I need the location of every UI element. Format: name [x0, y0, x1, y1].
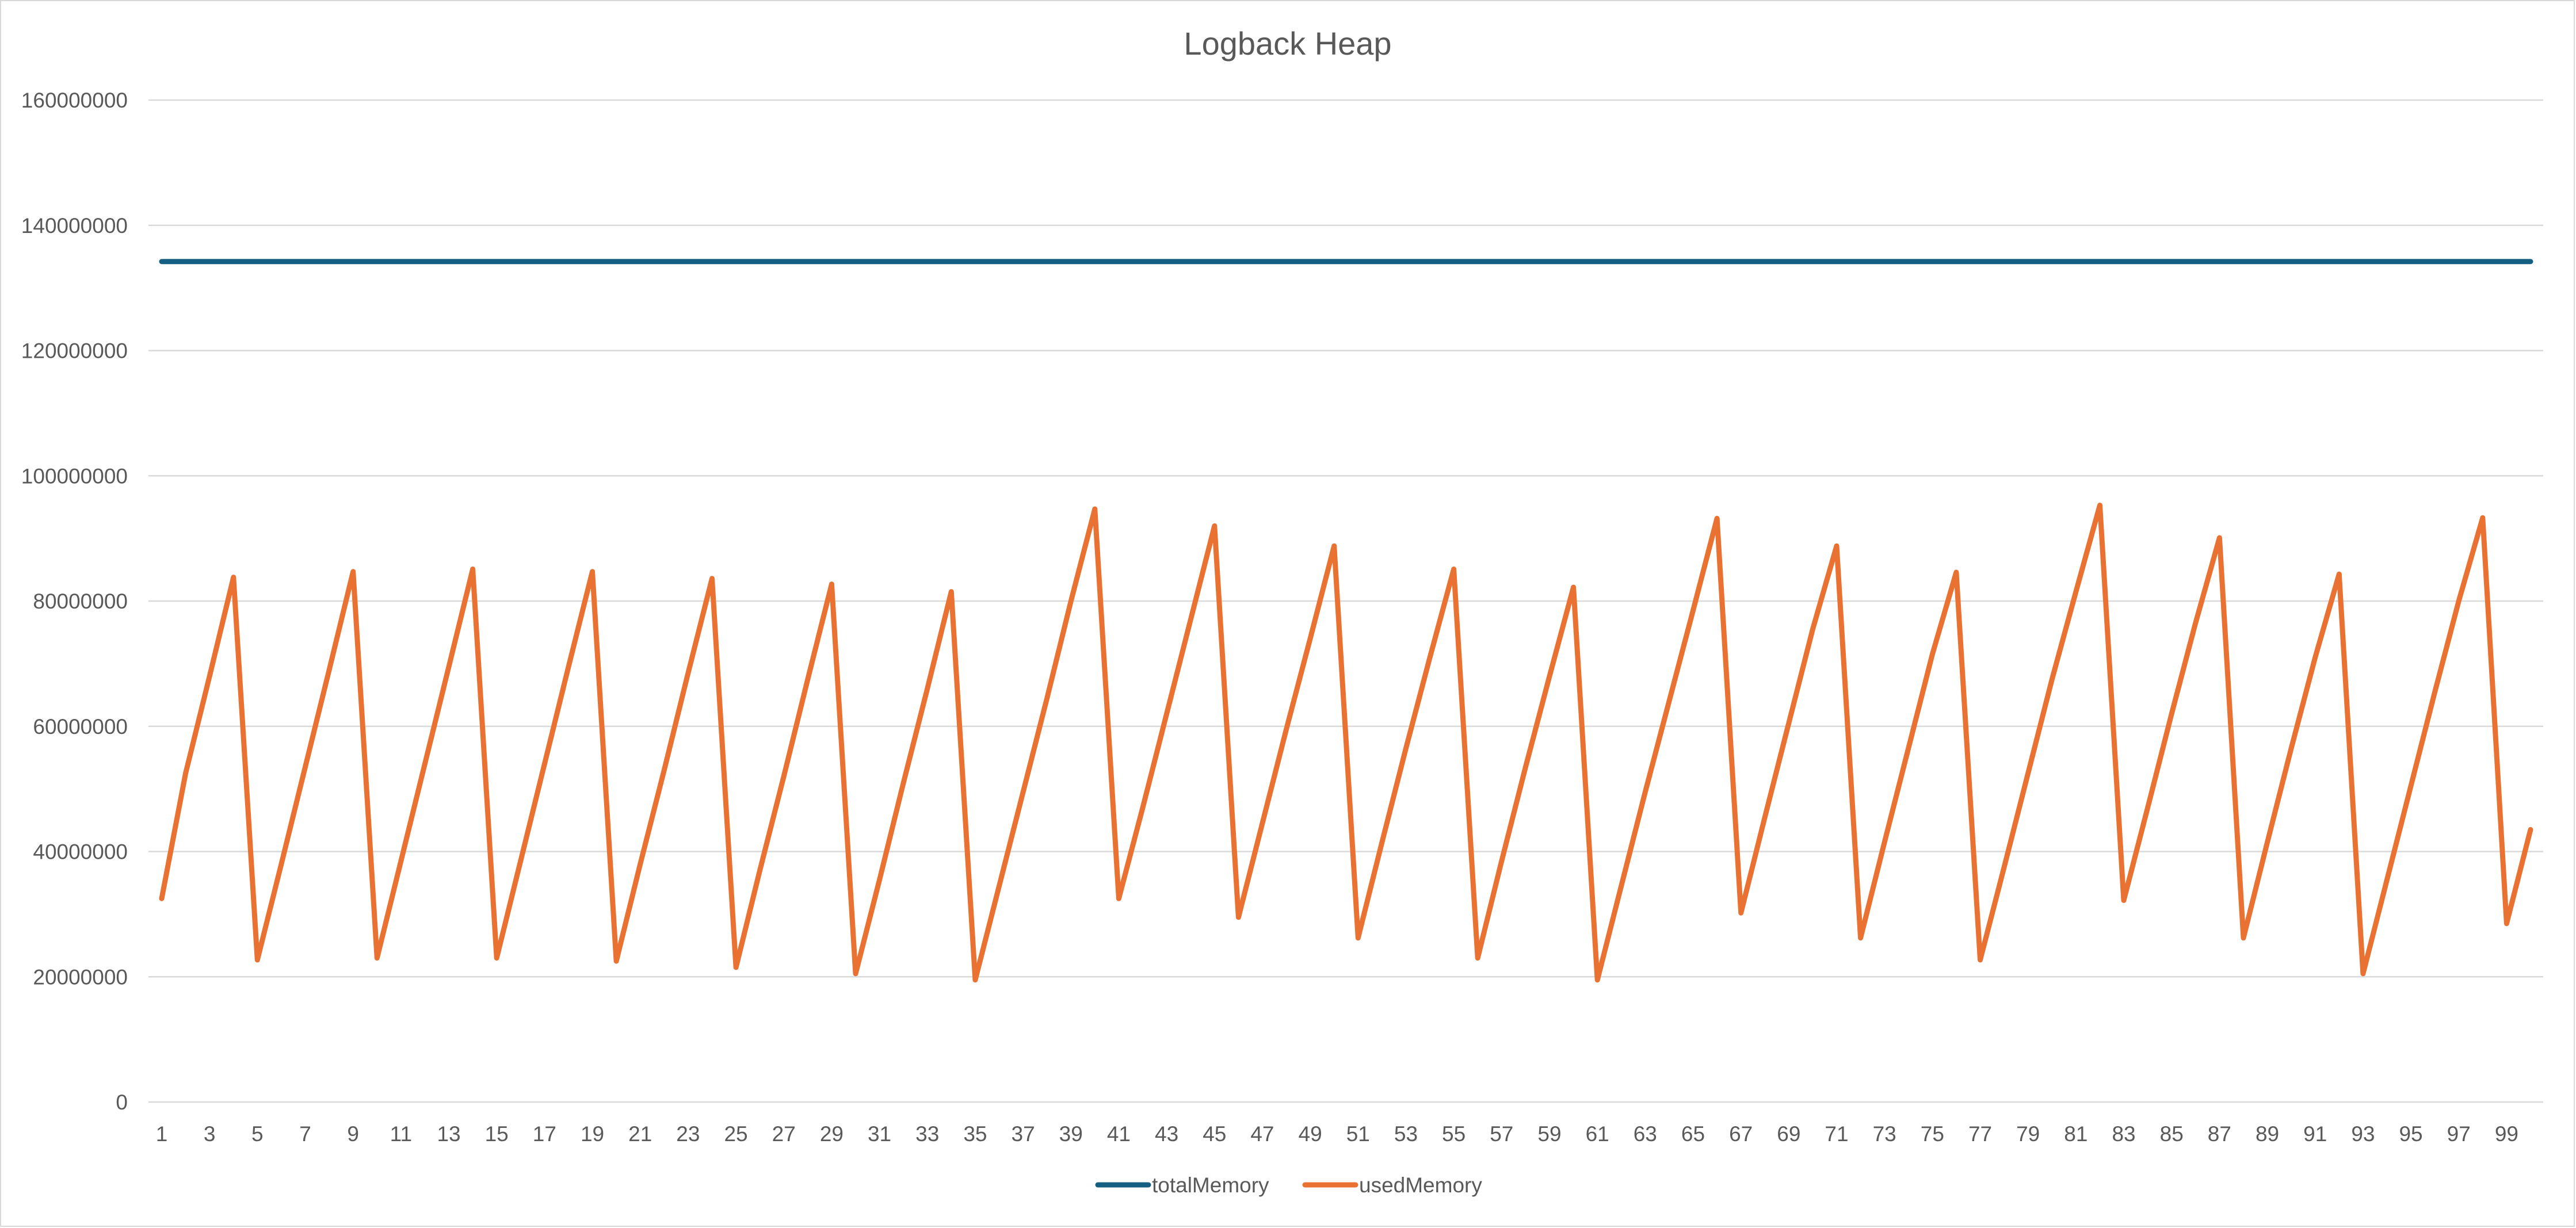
y-tick-label: 120000000 — [21, 339, 128, 363]
x-tick-label: 75 — [1921, 1122, 1944, 1146]
x-tick-label: 1 — [156, 1122, 168, 1146]
y-tick-label: 160000000 — [21, 89, 128, 112]
series-lines — [159, 259, 2533, 983]
x-tick-label: 89 — [2256, 1122, 2279, 1146]
x-tick-label: 11 — [390, 1122, 412, 1146]
y-axis-ticks: 0 20000000 40000000 60000000 80000000 1000000… — [21, 89, 128, 1114]
x-tick-label: 79 — [2016, 1122, 2040, 1146]
x-tick-label: 29 — [820, 1122, 844, 1146]
x-tick-label: 85 — [2160, 1122, 2184, 1146]
x-tick-label: 7 — [299, 1122, 311, 1146]
y-tick-label: 100000000 — [21, 464, 128, 488]
x-tick-label: 47 — [1250, 1122, 1274, 1146]
x-tick-label: 49 — [1299, 1122, 1322, 1146]
x-tick-label: 25 — [724, 1122, 747, 1146]
x-tick-label: 77 — [1968, 1122, 1992, 1146]
x-tick-label: 87 — [2208, 1122, 2231, 1146]
x-tick-label: 15 — [485, 1122, 509, 1146]
x-tick-label: 3 — [204, 1122, 216, 1146]
x-tick-label: 45 — [1203, 1122, 1226, 1146]
legend: totalMemory usedMemory — [1095, 1173, 1482, 1197]
y-tick-label: 60000000 — [33, 715, 128, 739]
x-tick-label: 63 — [1634, 1122, 1657, 1146]
chart-title: Logback Heap — [1184, 25, 1391, 62]
series-line-usedMemory — [159, 502, 2533, 983]
x-tick-label: 21 — [628, 1122, 652, 1146]
x-tick-label: 55 — [1442, 1122, 1466, 1146]
x-tick-label: 81 — [2064, 1122, 2087, 1146]
x-tick-label: 61 — [1586, 1122, 1609, 1146]
x-tick-label: 83 — [2112, 1122, 2135, 1146]
x-tick-label: 39 — [1059, 1122, 1083, 1146]
legend-label: totalMemory — [1152, 1173, 1269, 1197]
x-tick-label: 67 — [1729, 1122, 1753, 1146]
x-tick-label: 99 — [2495, 1122, 2518, 1146]
x-tick-label: 13 — [437, 1122, 460, 1146]
x-tick-label: 71 — [1825, 1122, 1848, 1146]
gridlines — [148, 99, 2543, 1103]
x-tick-label: 59 — [1537, 1122, 1561, 1146]
y-tick-label: 40000000 — [33, 840, 128, 864]
x-tick-label: 95 — [2399, 1122, 2422, 1146]
x-tick-label: 91 — [2303, 1122, 2327, 1146]
x-tick-label: 53 — [1394, 1122, 1418, 1146]
x-tick-label: 69 — [1777, 1122, 1800, 1146]
x-tick-label: 9 — [347, 1122, 359, 1146]
legend-label: usedMemory — [1359, 1173, 1482, 1197]
x-tick-label: 41 — [1107, 1122, 1131, 1146]
x-tick-label: 19 — [581, 1122, 604, 1146]
x-tick-label: 43 — [1155, 1122, 1178, 1146]
x-tick-label: 65 — [1681, 1122, 1705, 1146]
x-tick-label: 73 — [1873, 1122, 1896, 1146]
x-axis-ticks: 1 3 5 7 9 11 13 15 17 19 21 23 25 27 29 31 33 35 37 39 41 43 4… — [156, 1122, 2518, 1146]
x-tick-label: 97 — [2447, 1122, 2471, 1146]
y-tick-label: 140000000 — [21, 214, 128, 238]
x-tick-label: 51 — [1346, 1122, 1370, 1146]
x-tick-label: 93 — [2351, 1122, 2375, 1146]
y-tick-label: 20000000 — [33, 965, 128, 989]
x-tick-label: 33 — [915, 1122, 939, 1146]
x-tick-label: 27 — [772, 1122, 796, 1146]
x-tick-label: 35 — [963, 1122, 987, 1146]
y-tick-label: 0 — [116, 1091, 128, 1114]
x-tick-label: 31 — [868, 1122, 891, 1146]
x-tick-label: 57 — [1490, 1122, 1513, 1146]
x-tick-label: 5 — [251, 1122, 264, 1146]
y-tick-label: 80000000 — [33, 590, 128, 613]
x-tick-label: 37 — [1012, 1122, 1035, 1146]
x-tick-label: 23 — [676, 1122, 700, 1146]
x-tick-label: 17 — [533, 1122, 556, 1146]
